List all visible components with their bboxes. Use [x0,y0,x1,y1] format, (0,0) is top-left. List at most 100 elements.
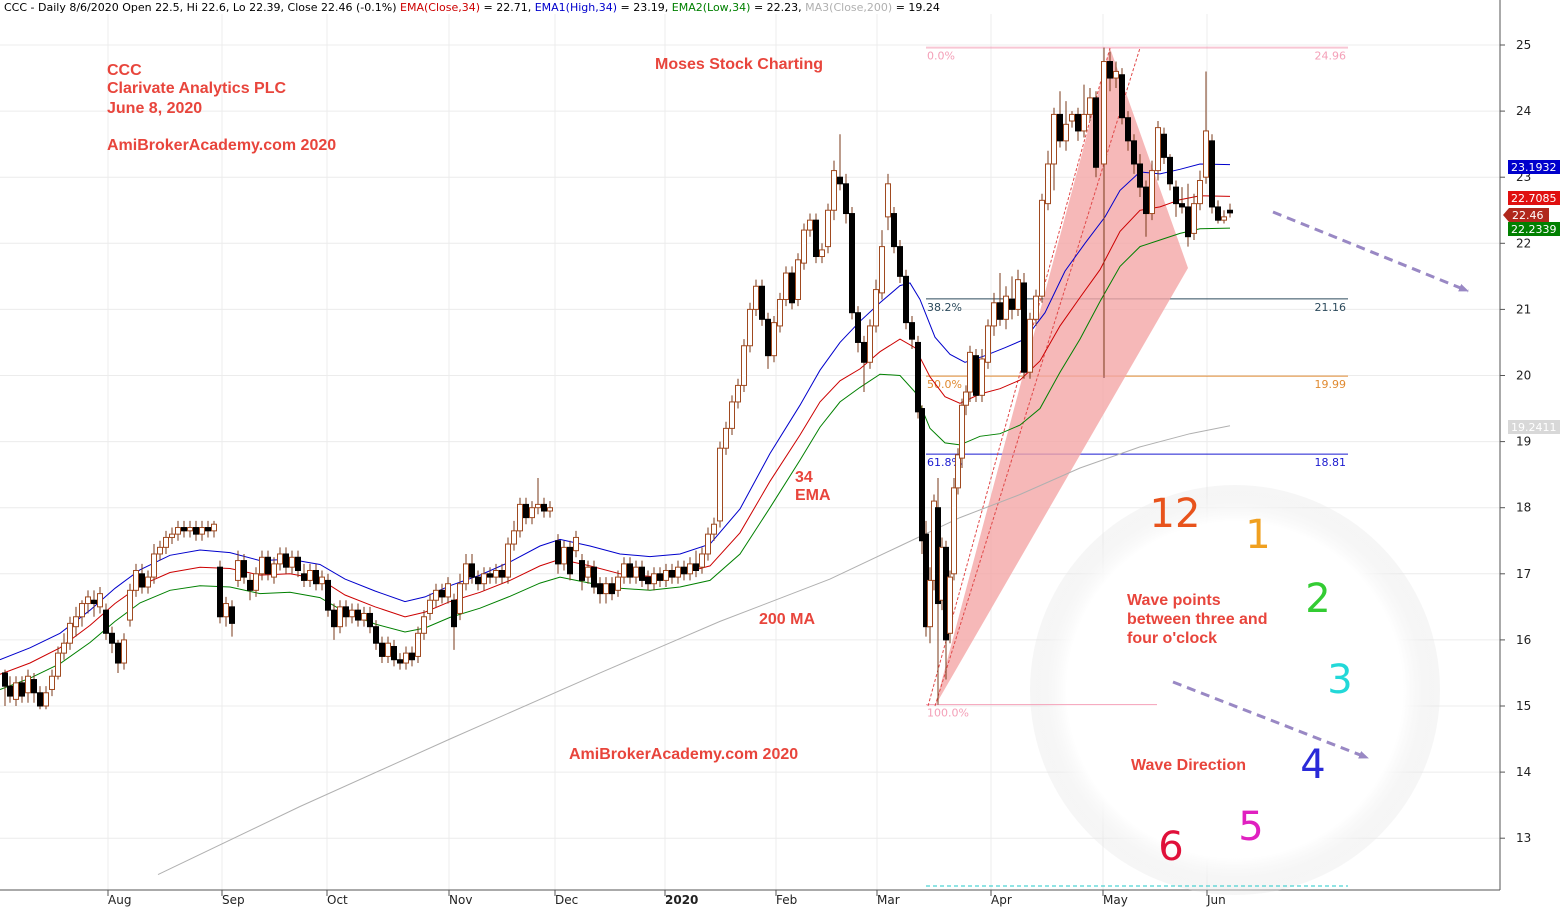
annotation-ema-2: EMA [795,487,831,504]
candle-body [985,325,991,363]
candle-body [1227,209,1233,214]
candle-body [475,576,481,585]
clock-face [1030,485,1440,895]
y-tick-label: 15 [1516,699,1531,713]
candle-body [765,318,771,357]
candle-body [723,427,729,449]
candle-body [973,355,979,396]
candle-body [1033,295,1039,320]
candle-body [163,536,169,548]
candle-body [109,632,115,644]
candle-body [1203,130,1209,178]
candle-body [301,573,307,581]
candle-body [1143,186,1149,215]
candle-body [947,576,953,634]
x-tick-label: Feb [776,893,797,907]
candle-body [313,569,319,585]
candle-body [753,285,759,310]
candle-body [867,325,873,363]
x-tick-label: Mar [877,893,900,907]
candle-body [139,573,145,588]
candle-body [493,569,499,578]
candle-body [73,616,79,628]
x-tick-label: Nov [449,893,472,907]
candle-body [675,566,681,578]
candle-body [37,692,43,707]
candle-body [529,507,535,519]
clock-number-12: 12 [1150,491,1201,537]
candle-body [1119,74,1125,119]
candle-body [741,345,747,386]
candle-body [523,503,529,519]
series-line [0,227,1231,690]
clock-number-5: 5 [1238,804,1263,850]
clock-number-3: 3 [1327,657,1352,703]
candle-body [627,563,633,578]
y-tick-label: 18 [1516,501,1531,515]
x-tick-label: Aug [108,893,131,907]
candle-body [319,576,325,585]
annotation-200ma: 200 MA [759,611,815,628]
candle-body [367,612,373,628]
candle-body [579,560,585,581]
candlesticks [2,47,1233,710]
price-tag-label: 23.1932 [1511,161,1557,174]
candle-body [1021,282,1027,373]
candle-body [639,566,645,581]
candle-body [831,170,837,211]
candle-body [61,642,67,654]
candle-body [927,579,933,628]
clock-number-4: 4 [1300,742,1325,788]
candle-body [547,507,553,512]
candle-body [253,573,259,591]
candle-body [199,527,205,535]
candle-body [223,603,229,618]
candle-body [241,560,247,578]
candle-body [121,639,127,664]
candle-body [1221,216,1227,221]
candle-body [79,603,85,618]
candle-body [967,351,973,393]
candle-body [837,176,843,185]
fib-left-label: 0.0% [927,50,955,63]
candle-body [1125,117,1131,142]
candle-body [499,569,505,578]
candle-body [175,527,181,535]
candle-body [415,632,421,657]
candle-body [1009,298,1015,310]
annotation-wave-points-2: between three and [1127,611,1267,628]
candle-body [397,659,403,664]
candle-body [1185,206,1191,238]
candle-body [1113,70,1119,79]
header-part-3: EMA1(High,34) [535,1,617,14]
candle-body [783,272,789,300]
price-tag-label: 22.46 [1512,209,1544,222]
candle-body [699,553,705,568]
y-tick-label: 22 [1516,236,1531,250]
candle-body [211,523,217,532]
header-part-7: MA3(Close,200) [805,1,892,14]
candle-body [1155,127,1161,172]
candle-body [391,646,397,661]
candle-body [439,589,445,598]
candle-body [891,213,897,248]
candle-body [1173,186,1179,205]
candle-body [379,642,385,657]
candle-body [645,576,651,585]
candle-body [457,583,463,614]
fib-left-label: 38.2% [927,301,962,314]
candle-body [705,533,711,555]
y-tick-label: 24 [1516,104,1531,118]
candle-body [1209,140,1215,208]
price-tag-label: 22.7085 [1511,192,1557,205]
x-tick-label: May [1103,893,1128,907]
candle-body [711,523,717,535]
fib-right-label: 24.96 [1315,50,1347,63]
candle-body [561,546,567,565]
annotation-wave-direction: Wave Direction [1131,757,1246,774]
series-line [0,163,1231,661]
candle-body [271,563,277,578]
candle-body [451,599,457,628]
candle-body [873,289,879,327]
